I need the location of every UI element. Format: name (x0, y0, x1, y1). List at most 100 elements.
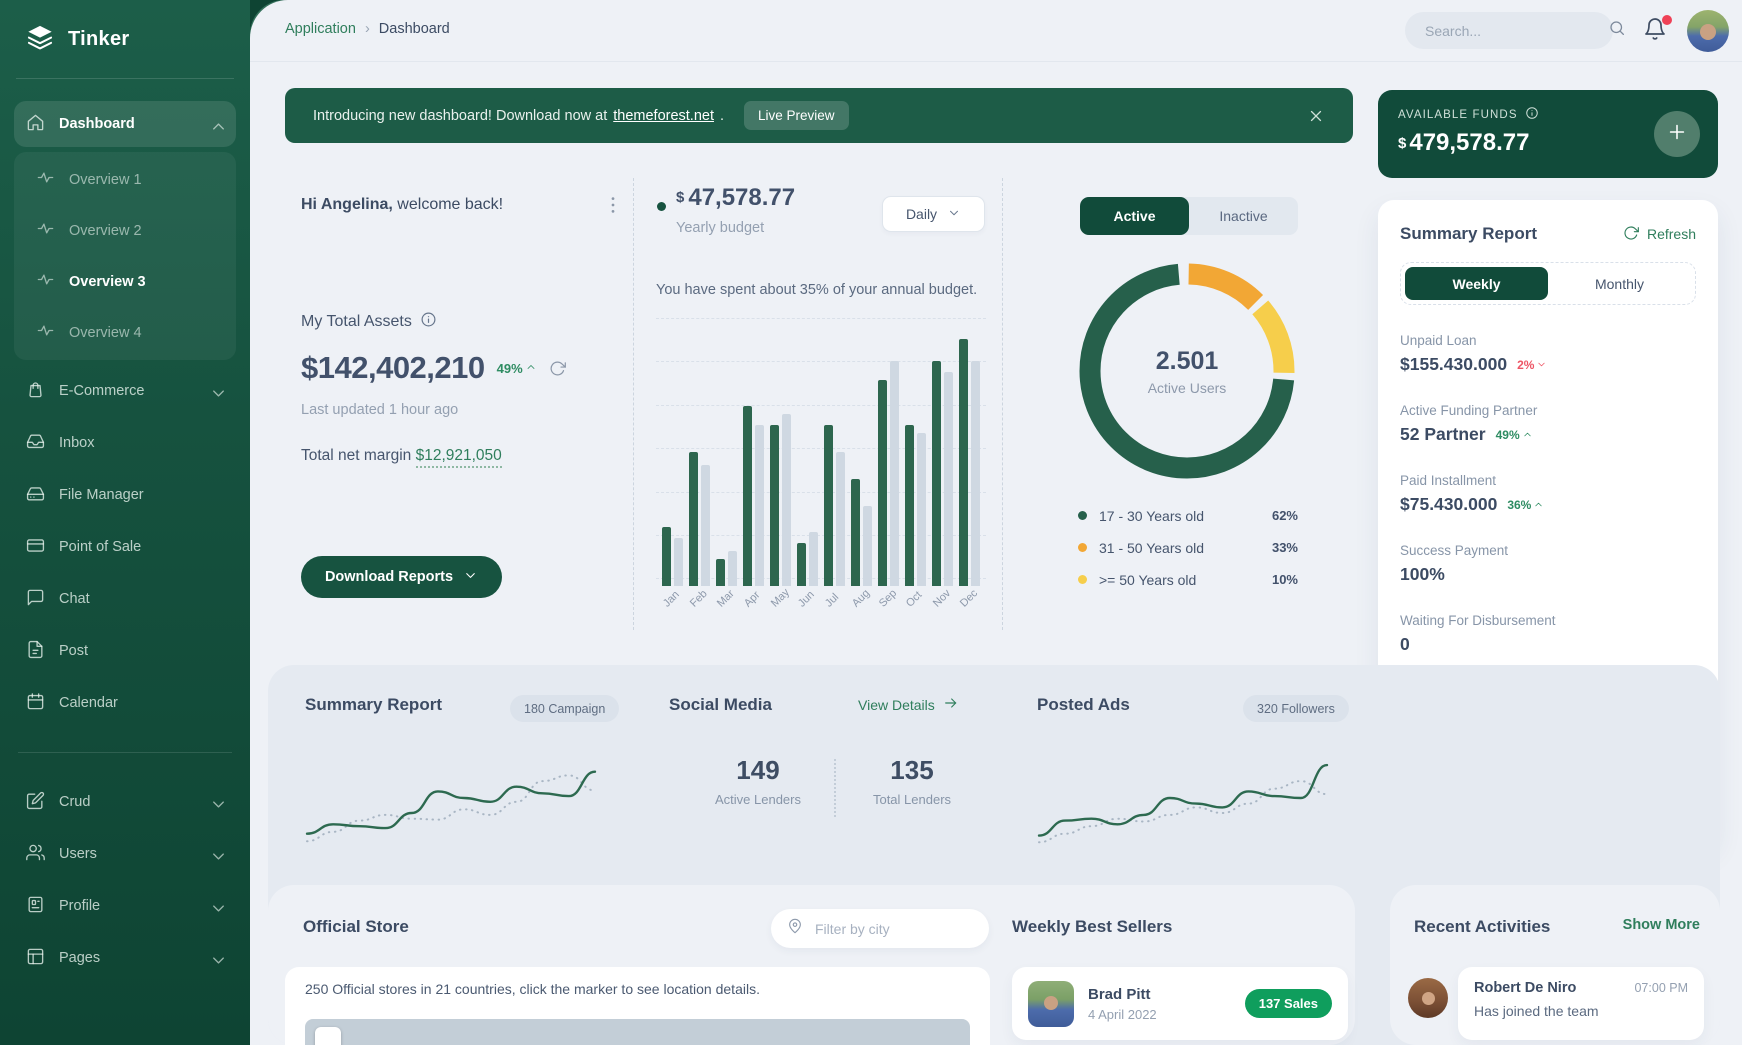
sidebar-item-overview-3[interactable]: Overview 3 (14, 256, 236, 307)
info-icon[interactable] (420, 311, 437, 333)
breadcrumb-application[interactable]: Application (285, 21, 356, 37)
sidebar-item-overview-1[interactable]: Overview 1 (14, 154, 236, 205)
add-funds-button[interactable] (1654, 111, 1700, 157)
bar-budget (836, 452, 845, 586)
notifications-button[interactable] (1643, 15, 1672, 45)
user-avatar[interactable] (1687, 10, 1729, 52)
tab-monthly[interactable]: Monthly (1594, 275, 1645, 292)
refresh-icon[interactable] (549, 360, 566, 377)
range-selector-dropdown[interactable]: Daily (882, 196, 985, 232)
layout-icon (26, 947, 45, 970)
toggle-active[interactable]: Active (1080, 197, 1189, 235)
bar-group-feb[interactable] (689, 318, 710, 586)
welcome-message: Hi Angelina, welcome back! (301, 196, 504, 213)
sidebar-item-e-commerce[interactable]: E-Commerce (14, 365, 236, 417)
item-label: Active Funding Partner (1400, 403, 1538, 418)
bar-group-jun[interactable] (797, 318, 818, 586)
yearly-budget-amount: $47,578.77 (676, 184, 796, 211)
sidebar-item-label: Chat (59, 591, 90, 607)
breadcrumb: Application › Dashboard (285, 21, 450, 37)
top-bar (250, 0, 1742, 62)
chevron-down-icon (209, 899, 224, 914)
activity-icon (36, 219, 55, 242)
sidebar-item-inbox[interactable]: Inbox (14, 417, 236, 469)
seller-date: 4 April 2022 (1088, 1006, 1157, 1022)
sidebar-item-profile[interactable]: Profile (14, 880, 236, 932)
bar-group-nov[interactable] (932, 318, 953, 586)
map-zoom-button[interactable] (315, 1027, 341, 1045)
seller-avatar (1028, 980, 1074, 1027)
info-icon[interactable] (1525, 106, 1539, 123)
app-logo[interactable]: Tinker (0, 0, 250, 78)
bar-group-aug[interactable] (851, 318, 872, 586)
bar-group-jan[interactable] (662, 318, 683, 586)
assets-delta-badge: 49% (497, 361, 537, 376)
download-reports-button[interactable]: Download Reports (301, 556, 502, 598)
activity-text: Has joined the team (1474, 1003, 1599, 1019)
summary-report-item: Waiting For Disbursement 0 (1400, 613, 1696, 655)
sidebar-item-label: File Manager (59, 487, 144, 503)
sidebar-item-calendar[interactable]: Calendar (14, 677, 236, 729)
weekly-monthly-tabs: Weekly Monthly (1400, 262, 1696, 305)
sidebar-item-crud[interactable]: Crud (14, 776, 236, 828)
tab-weekly[interactable]: Weekly (1405, 267, 1548, 300)
chevron-down-icon (947, 206, 961, 223)
net-margin-line: Total net margin $12,921,050 (301, 447, 502, 468)
bar-group-apr[interactable] (743, 318, 764, 586)
month-label: Apr (741, 589, 763, 610)
sidebar-item-label: Overview 1 (69, 171, 142, 188)
bell-icon (1643, 18, 1667, 45)
show-more-link[interactable]: Show More (1622, 917, 1700, 933)
bar-spent (932, 360, 941, 586)
activity-icon (36, 321, 55, 344)
sidebar-item-chat[interactable]: Chat (14, 573, 236, 625)
message-square-icon (26, 588, 45, 611)
themeforest-link[interactable]: themeforest.net (613, 107, 714, 124)
sidebar-item-users[interactable]: Users (14, 828, 236, 880)
summary-report-item: Unpaid Loan $155.430.000 2% (1400, 333, 1696, 375)
yearly-budget-label: Yearly budget (676, 220, 765, 236)
legend-dot (1078, 575, 1087, 584)
bar-group-mar[interactable] (716, 318, 737, 586)
bar-group-jul[interactable] (824, 318, 845, 586)
activity-avatar (1408, 978, 1448, 1018)
toggle-inactive[interactable]: Inactive (1219, 208, 1268, 224)
bar-group-oct[interactable] (905, 318, 926, 586)
budget-chart-month-labels: Jan Feb Mar Apr May Jun Jul Aug Sep Oct Nov Dec (656, 586, 986, 609)
welcome-menu-kebab-icon[interactable] (602, 194, 624, 216)
legend-percent: 10% (1271, 572, 1298, 587)
seller-name: Brad Pitt (1088, 985, 1151, 1003)
sidebar-item-file-manager[interactable]: File Manager (14, 469, 236, 521)
view-details-link[interactable]: View Details (858, 695, 959, 714)
budget-note: You have spent about 35% of your annual … (656, 282, 978, 298)
bar-group-sep[interactable] (878, 318, 899, 586)
sidebar-section-divider (18, 752, 232, 753)
sidebar-item-point-of-sale[interactable]: Point of Sale (14, 521, 236, 573)
sidebar-item-overview-2[interactable]: Overview 2 (14, 205, 236, 256)
banner-close-icon[interactable] (1307, 107, 1325, 125)
donut-legend: 17 - 30 Years old 62% 31 - 50 Years old 33%… (1078, 503, 1298, 599)
campaign-sparkline-chart (305, 770, 597, 843)
item-label: Unpaid Loan (1400, 333, 1477, 348)
live-preview-button[interactable]: Live Preview (744, 101, 849, 130)
banner-text-suffix: . (719, 107, 725, 124)
bar-budget (863, 505, 872, 586)
search-input[interactable] (1423, 21, 1608, 40)
refresh-button[interactable]: Refresh (1623, 225, 1696, 244)
search-icon[interactable] (1608, 19, 1626, 42)
net-margin-value[interactable]: $12,921,050 (415, 447, 502, 468)
best-seller-card[interactable]: Brad Pitt 4 April 2022 137 Sales (1012, 967, 1348, 1040)
active-inactive-toggle: Active Inactive (1080, 197, 1298, 235)
store-map[interactable] (305, 1019, 970, 1045)
avatar-face (1700, 24, 1716, 41)
filter-city-input[interactable] (813, 919, 998, 938)
item-label: Paid Installment (1400, 473, 1497, 488)
bar-group-dec[interactable] (959, 318, 980, 586)
bar-group-may[interactable] (770, 318, 791, 586)
month-label: Sep (876, 587, 900, 610)
activity-card[interactable]: Robert De Niro 07:00 PM Has joined the t… (1458, 967, 1704, 1040)
sidebar-item-overview-4[interactable]: Overview 4 (14, 307, 236, 358)
sidebar-item-dashboard[interactable]: Dashboard (14, 101, 236, 147)
sidebar-item-post[interactable]: Post (14, 625, 236, 677)
sidebar-item-pages[interactable]: Pages (14, 932, 236, 984)
